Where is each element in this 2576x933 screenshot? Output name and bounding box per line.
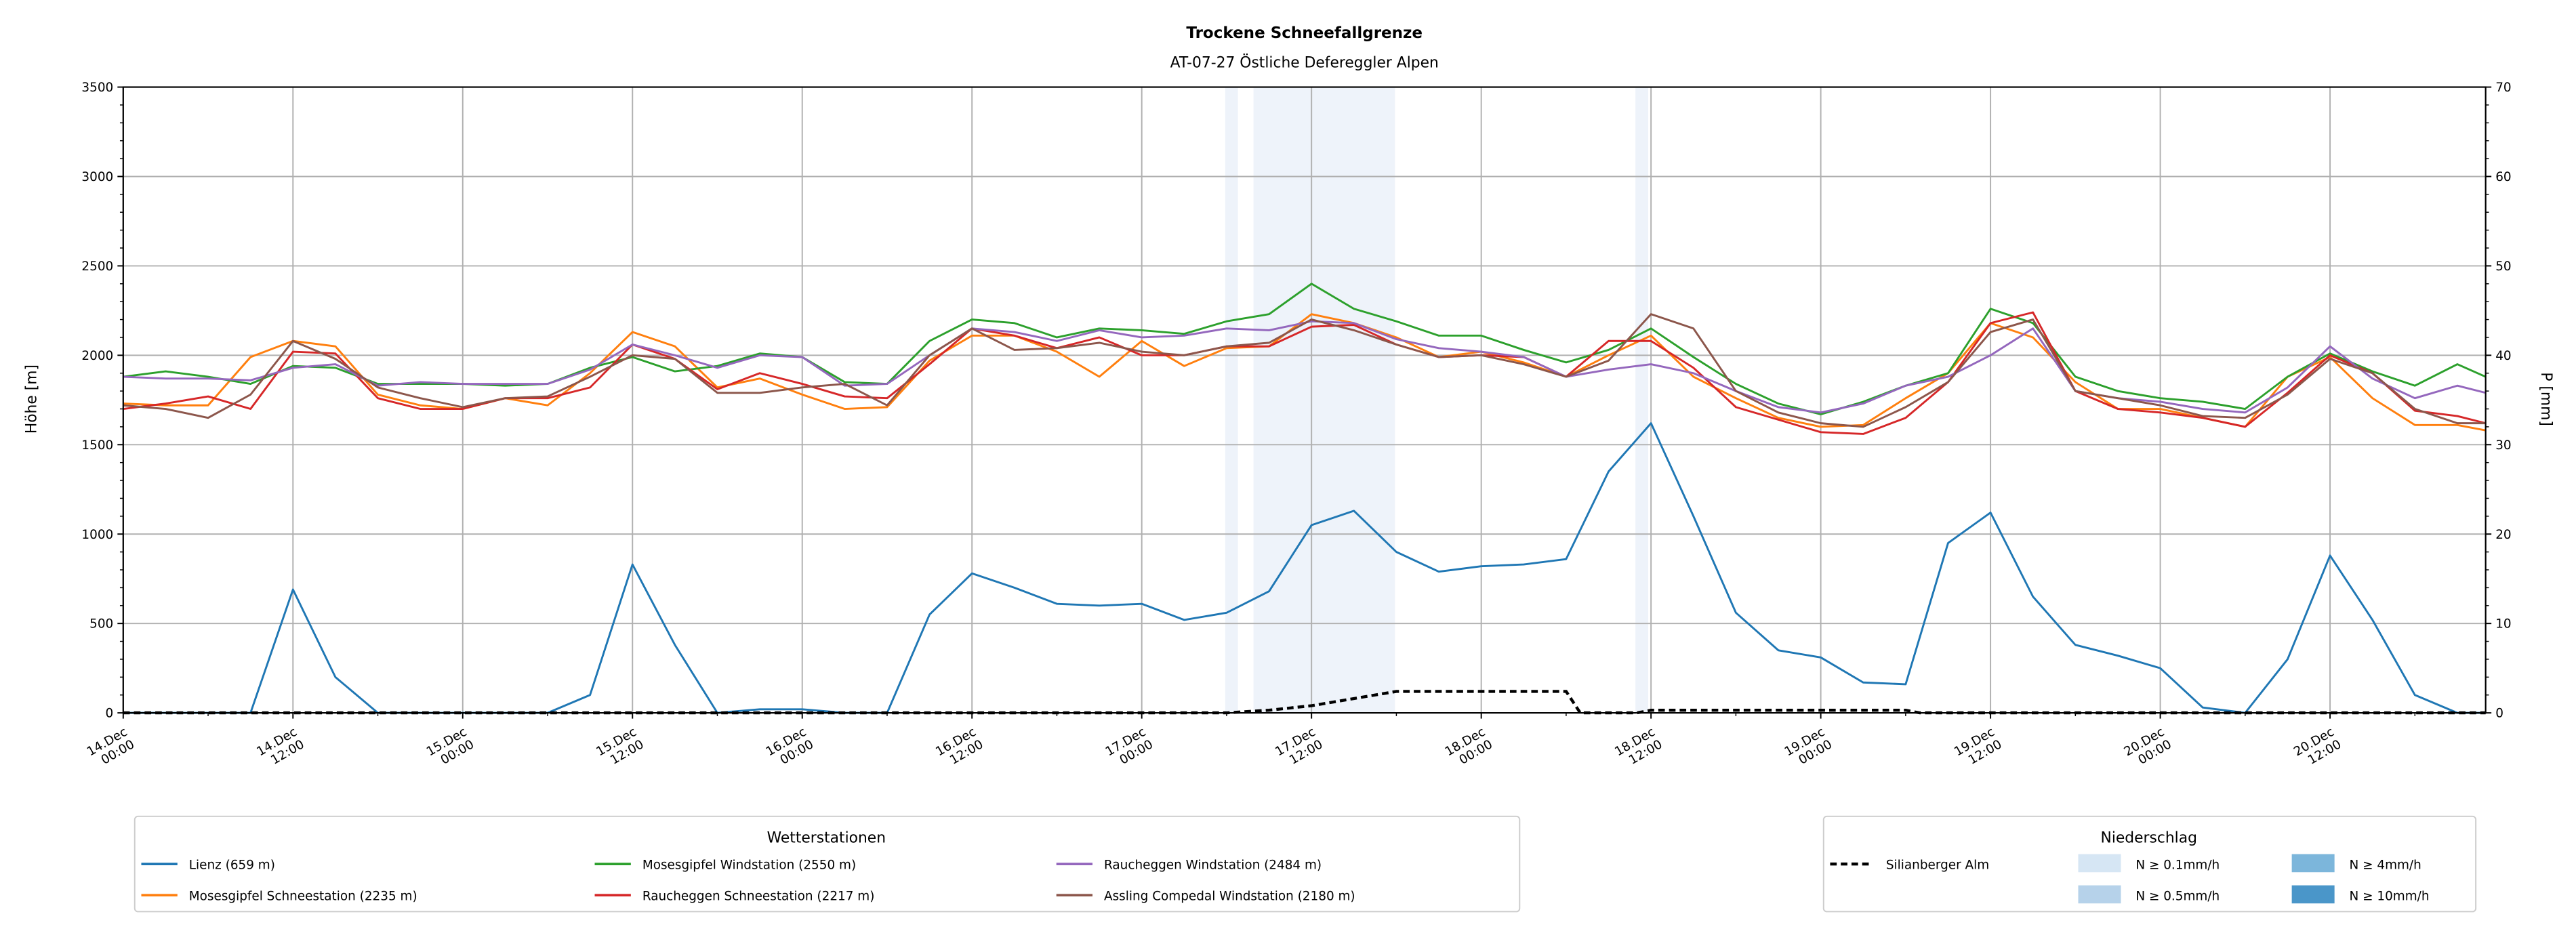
x-tick-label: 14.Dec12:00 xyxy=(254,725,306,772)
legend-precip: Niederschlag Silianberger Alm N ≥ 0.1mm/… xyxy=(1822,815,2477,913)
x-tick-label: 19.Dec12:00 xyxy=(1952,725,2004,772)
y-tick-label: 1000 xyxy=(81,528,113,542)
legend-label: Mosesgipfel Schneestation (2235 m) xyxy=(189,889,417,903)
x-tick-label: 15.Dec00:00 xyxy=(424,725,476,772)
x-tick-label: 18.Dec12:00 xyxy=(1612,725,1664,772)
series-line xyxy=(123,283,2487,415)
y2-tick-label: 40 xyxy=(2495,349,2511,363)
x-tick-label: 16.Dec00:00 xyxy=(764,725,816,772)
legend-precip-swatch xyxy=(2078,885,2121,904)
precip-bands xyxy=(1225,87,1648,713)
y2-tick-label: 0 xyxy=(2495,707,2503,721)
y-tick-label: 2000 xyxy=(81,349,113,363)
x-tick-label: 17.Dec00:00 xyxy=(1103,725,1156,772)
legend-precip-label: N ≥ 10mm/h xyxy=(2349,889,2429,903)
y2-tick-label: 60 xyxy=(2495,170,2511,184)
x-tick-label: 15.Dec12:00 xyxy=(594,725,646,772)
y-axis-label: Höhe [m] xyxy=(23,365,40,434)
y-tick-label: 2500 xyxy=(81,260,113,274)
legend-stations: Wetterstationen Lienz (659 m) Mosesgipfel… xyxy=(134,815,1521,913)
x-tick-label: 20.Dec00:00 xyxy=(2122,725,2174,772)
legend-label: Mosesgipfel Windstation (2550 m) xyxy=(642,858,856,872)
plot-frame xyxy=(122,86,2487,714)
legend-label: Assling Compedal Windstation (2180 m) xyxy=(1104,889,1355,903)
x-tick-label: 17.Dec12:00 xyxy=(1273,725,1325,772)
y2-tick-label: 30 xyxy=(2495,438,2511,453)
legend-precip-swatch xyxy=(2291,854,2335,873)
precip-line-silianberger xyxy=(123,690,2486,715)
legend-precip-label: N ≥ 4mm/h xyxy=(2349,858,2421,872)
legend-label: Raucheggen Schneestation (2217 m) xyxy=(642,889,875,903)
y2-tick-label: 50 xyxy=(2495,260,2511,274)
x-tick-label: 20.Dec12:00 xyxy=(2291,725,2344,772)
legend-silianberger-label: Silianberger Alm xyxy=(1886,858,1989,872)
legend-precip-swatch xyxy=(2291,885,2335,904)
legend-label: Raucheggen Windstation (2484 m) xyxy=(1104,858,1322,872)
y2-axis-label: P [mm] xyxy=(2537,372,2554,426)
y-tick-label: 3500 xyxy=(81,81,113,95)
precip-band xyxy=(1635,87,1648,713)
precip-band xyxy=(1225,87,1238,713)
precip-band xyxy=(1253,87,1395,713)
y-tick-label: 500 xyxy=(89,617,113,631)
y-tick-label: 3000 xyxy=(81,170,113,184)
x-tick-label: 19.Dec00:00 xyxy=(1782,725,1835,772)
chart-subtitle: AT-07-27 Östliche Defereggler Alpen xyxy=(1170,54,1439,71)
y2-tick-label: 10 xyxy=(2495,617,2511,631)
legend-precip-swatch xyxy=(2078,854,2121,873)
series-line xyxy=(123,313,2486,428)
y-tick-label: 0 xyxy=(106,707,114,721)
x-tick-label: 14.Dec00:00 xyxy=(85,725,137,772)
series-lines xyxy=(123,283,2487,715)
series-line xyxy=(123,313,2486,432)
legend-label: Lienz (659 m) xyxy=(189,858,275,872)
legend-precip-title: Niederschlag xyxy=(2101,830,2197,847)
y2-tick-label: 70 xyxy=(2495,81,2511,95)
y2-tick-label: 20 xyxy=(2495,528,2511,542)
legend-precip-label: N ≥ 0.5mm/h xyxy=(2135,889,2220,903)
legend-stations-title: Wetterstationen xyxy=(767,830,886,847)
chart-title: Trockene Schneefallgrenze xyxy=(1186,24,1423,42)
legend-precip-label: N ≥ 0.1mm/h xyxy=(2135,858,2220,872)
y-tick-label: 1500 xyxy=(81,438,113,453)
grid xyxy=(122,86,2486,714)
x-tick-label: 16.Dec12:00 xyxy=(933,725,985,772)
x-tick-label: 18.Dec00:00 xyxy=(1443,725,1495,772)
